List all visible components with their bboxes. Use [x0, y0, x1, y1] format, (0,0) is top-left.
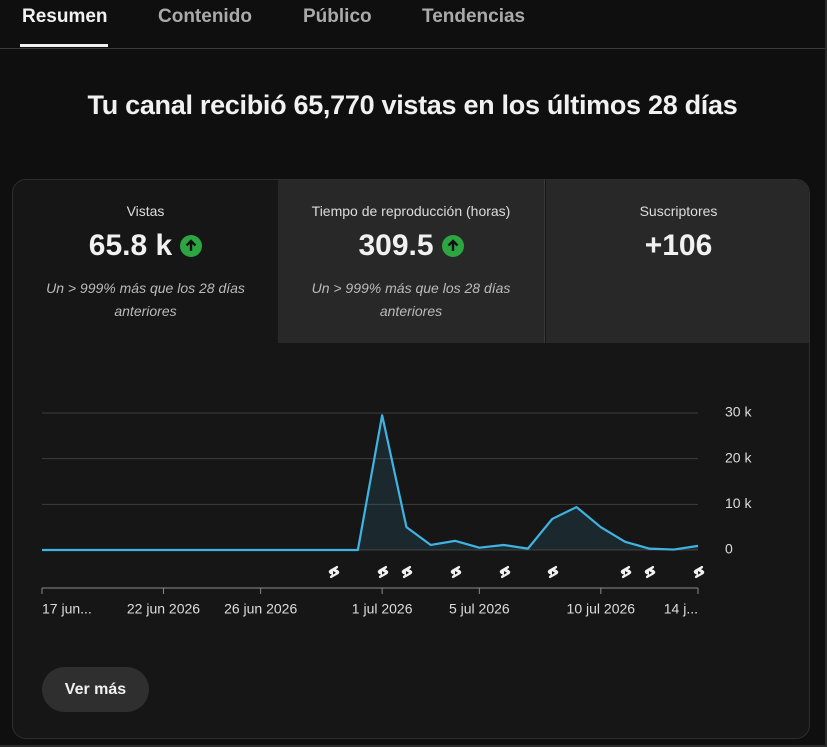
y-tick-label: 30 k	[725, 404, 752, 420]
up-icon	[441, 235, 464, 257]
metric-note: Un > 999% más que los 28 días anteriores	[46, 280, 245, 319]
shorts-icon	[693, 565, 705, 579]
shorts-icon	[547, 565, 559, 579]
tab[interactable]: Público	[303, 6, 372, 27]
y-tick-label: 0	[725, 541, 733, 557]
metric-tab[interactable]: Vistas 65.8 k Un > 999% más que los 28 d…	[13, 180, 278, 343]
metric-label: Tiempo de reproducción (horas)	[311, 203, 511, 219]
metric-value: +106	[644, 229, 713, 262]
up-icon	[180, 235, 203, 257]
shorts-icon	[377, 565, 389, 579]
metric-value-row: +106	[546, 229, 809, 263]
metric-value: 65.8 k	[88, 229, 173, 262]
y-tick-label: 20 k	[725, 449, 752, 465]
metric-tab[interactable]: Suscriptores +106	[546, 180, 809, 343]
x-tick-label: 26 jun 2026	[224, 601, 297, 617]
shorts-icon	[499, 565, 511, 579]
x-tick-label: 14 j...	[664, 601, 698, 617]
y-tick-label: 10 k	[725, 495, 752, 511]
metric-label: Vistas	[126, 203, 165, 219]
metric-label: Suscriptores	[639, 203, 718, 219]
shorts-icon	[620, 565, 632, 579]
line	[42, 414, 699, 552]
headline: Tu canal recibió 65,770 vistas en los úl…	[87, 90, 738, 120]
shorts-icon	[328, 565, 340, 579]
tab[interactable]: Tendencias	[422, 6, 526, 27]
x-tick-label: 17 jun...	[42, 601, 92, 617]
tab[interactable]: Contenido	[158, 6, 252, 27]
tab[interactable]: Resumen	[22, 6, 108, 27]
metric-value: 309.5	[358, 229, 434, 262]
metric-value-row: 65.8 k	[13, 229, 278, 263]
tab-bar: Resumen Contenido Público Tendencias	[0, 0, 825, 49]
shorts-icon	[644, 565, 656, 579]
shorts-icon	[401, 565, 413, 579]
shorts-icon	[450, 565, 462, 579]
x-tick-label: 5 jul 2026	[449, 601, 510, 617]
see-more-button[interactable]: Ver más	[42, 667, 149, 712]
metric-value-row: 309.5	[278, 229, 544, 263]
tab-underline	[20, 44, 108, 47]
metric-note: Un > 999% más que los 28 días anteriores	[311, 280, 511, 319]
x-tick-label: 22 jun 2026	[127, 601, 200, 617]
metric-tab[interactable]: Tiempo de reproducción (horas) 309.5 Un …	[278, 180, 545, 343]
x-tick-label: 1 jul 2026	[352, 601, 413, 617]
x-tick-label: 10 jul 2026	[567, 601, 636, 617]
